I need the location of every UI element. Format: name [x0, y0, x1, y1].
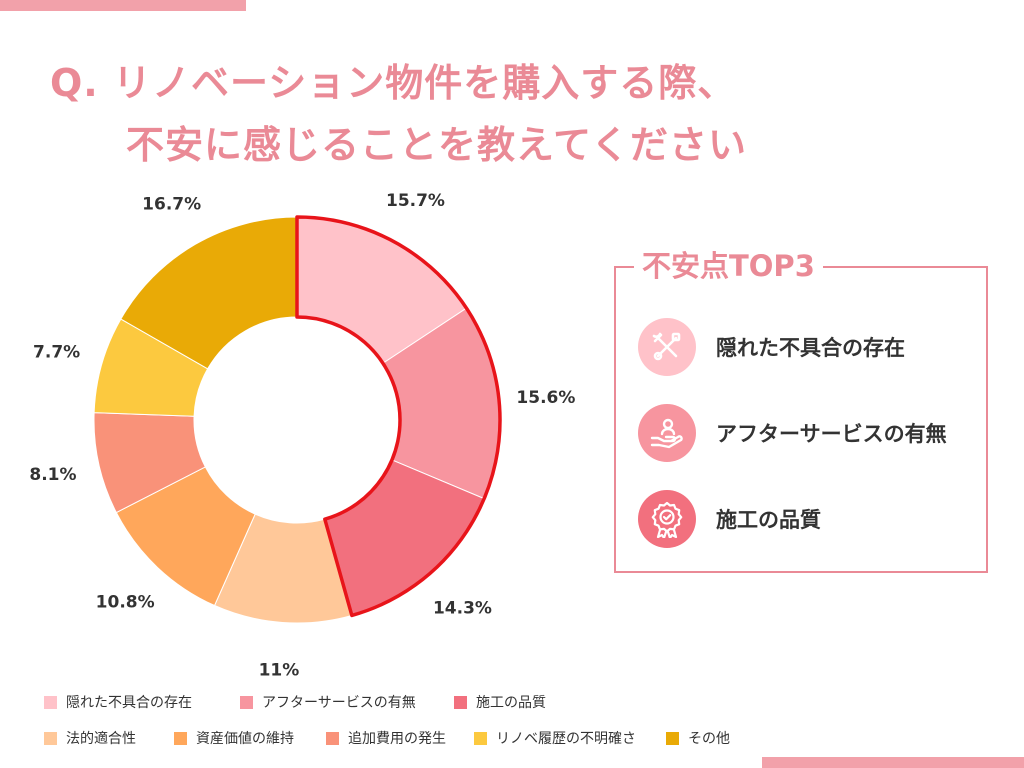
legend-swatch [44, 695, 57, 709]
top3-title: 不安点TOP3 [634, 246, 823, 286]
legend-item: 法的適合性 [44, 728, 136, 748]
slice-value-label: 11% [259, 660, 300, 680]
tools-icon [638, 318, 696, 376]
slice-value-label: 8.1% [29, 465, 76, 485]
legend-label: リノベ履歴の不明確さ [496, 731, 636, 747]
legend-label: 隠れた不具合の存在 [66, 695, 192, 711]
legend-swatch [326, 731, 339, 745]
legend-label: 追加費用の発生 [348, 731, 446, 747]
slice-value-label: 15.6% [516, 388, 575, 408]
legend-label: 施工の品質 [476, 695, 546, 711]
legend-swatch [44, 731, 57, 745]
top3-item-3-label: 施工の品質 [716, 508, 821, 532]
top3-item-1: 隠れた不具合の存在 [638, 318, 905, 376]
quality-badge-icon [638, 490, 696, 548]
donut-chart: 15.7% 15.6% 14.3% 11% 10.8% 8.1% 7.7% 16.7% [29, 191, 575, 680]
donut-slice [120, 216, 298, 370]
legend-swatch [454, 695, 467, 709]
legend-item: 施工の品質 [454, 692, 546, 712]
legend-label: 法的適合性 [66, 731, 136, 747]
legend-item: 隠れた不具合の存在 [44, 692, 192, 712]
top3-item-2-label: アフターサービスの有無 [716, 422, 947, 446]
title-line-1: Q. リノベーション物件を購入する際、 [50, 61, 737, 105]
top3-highlight-outline [295, 215, 502, 618]
slice-value-label: 15.7% [386, 191, 445, 211]
legend-item: 追加費用の発生 [326, 728, 446, 748]
page-title: Q. リノベーション物件を購入する際、 不安に感じることを教えてください [50, 52, 747, 176]
legend-swatch [474, 731, 487, 745]
hand-person-icon [638, 404, 696, 462]
slice-value-label: 10.8% [96, 593, 155, 613]
top3-item-3: 施工の品質 [638, 490, 821, 548]
legend-label: アフターサービスの有無 [262, 695, 416, 711]
legend-item: 資産価値の維持 [174, 728, 294, 748]
legend-swatch [666, 731, 679, 745]
legend-swatch [240, 695, 253, 709]
slice-value-label: 16.7% [142, 195, 201, 215]
top3-item-2: アフターサービスの有無 [638, 404, 947, 462]
top3-item-1-label: 隠れた不具合の存在 [716, 336, 905, 360]
title-line-2: 不安に感じることを教えてください [126, 123, 747, 167]
legend-item: その他 [666, 728, 730, 748]
slice-value-label: 7.7% [33, 342, 80, 362]
legend-label: 資産価値の維持 [196, 731, 294, 747]
top3-box: 不安点TOP3 隠れた不具合の存在 [614, 246, 988, 573]
legend-swatch [174, 731, 187, 745]
legend-item: リノベ履歴の不明確さ [474, 728, 636, 748]
legend-item: アフターサービスの有無 [240, 692, 416, 712]
slice-value-label: 14.3% [433, 598, 492, 618]
legend-label: その他 [688, 731, 730, 747]
bottom-accent-bar [762, 757, 1024, 768]
top-accent-bar [0, 0, 246, 11]
